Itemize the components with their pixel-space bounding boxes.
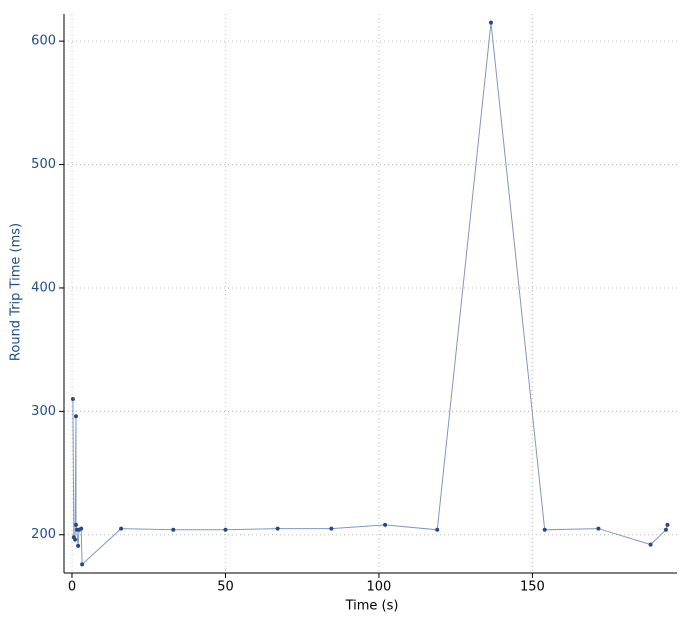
- y-tick-label: 400: [31, 280, 56, 295]
- data-point: [383, 522, 388, 527]
- x-tick-label: 50: [217, 580, 234, 595]
- data-point: [488, 20, 493, 25]
- data-point: [70, 397, 75, 402]
- data-point: [171, 527, 176, 532]
- x-tick-label: 0: [68, 580, 76, 595]
- data-point: [596, 526, 601, 531]
- y-tick-label: 500: [31, 157, 56, 172]
- x-tick-label: 150: [520, 580, 545, 595]
- data-point: [73, 537, 78, 542]
- data-point: [542, 527, 547, 532]
- x-tick-label: 100: [367, 580, 392, 595]
- data-point: [275, 526, 280, 531]
- data-point: [73, 414, 78, 419]
- y-tick-label: 600: [31, 34, 56, 49]
- data-point: [435, 527, 440, 532]
- data-point: [119, 526, 124, 531]
- y-axis-title: Round Trip Time (ms): [9, 223, 24, 361]
- y-tick-label: 200: [31, 527, 56, 542]
- data-point: [76, 543, 81, 548]
- data-point: [79, 526, 84, 531]
- data-point: [73, 522, 78, 527]
- y-tick-label: 300: [31, 404, 56, 419]
- data-point: [665, 522, 670, 527]
- data-point: [663, 527, 668, 532]
- data-point: [329, 526, 334, 531]
- data-point: [80, 562, 85, 567]
- x-axis-title: Time (s): [345, 599, 399, 614]
- data-point: [223, 527, 228, 532]
- data-point: [648, 542, 653, 547]
